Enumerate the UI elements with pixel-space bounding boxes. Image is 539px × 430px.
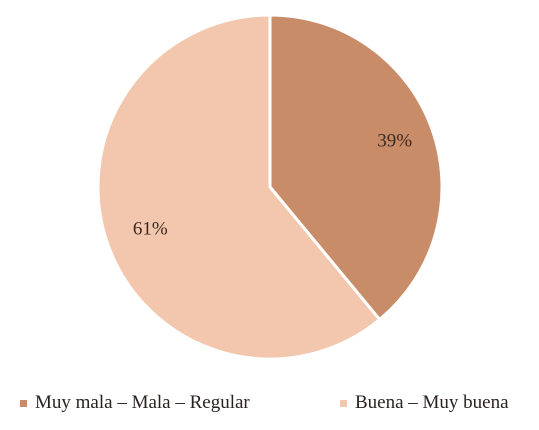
- pie-chart: 39% 61%: [96, 13, 444, 360]
- pie-slice-muy-mala-regular: [268, 13, 444, 322]
- legend-swatch-buena-muy-buena: [340, 399, 347, 407]
- legend-swatch-muy-mala-regular: [20, 399, 27, 407]
- legend-label-buena-muy-buena: Buena – Muy buena: [355, 392, 509, 413]
- data-label-buena-muy-buena: 61%: [133, 218, 168, 239]
- pie-slice-buena-muy-buena: [96, 13, 382, 360]
- legend-item-buena-muy-buena: Buena – Muy buena: [340, 392, 509, 414]
- legend-item-muy-mala-regular: Muy mala – Mala – Regular: [20, 392, 250, 414]
- chart-legend: Muy mala – Mala – Regular Buena – Muy bu…: [0, 392, 539, 422]
- data-label-muy-mala-regular: 39%: [377, 130, 412, 151]
- legend-label-muy-mala-regular: Muy mala – Mala – Regular: [35, 392, 250, 413]
